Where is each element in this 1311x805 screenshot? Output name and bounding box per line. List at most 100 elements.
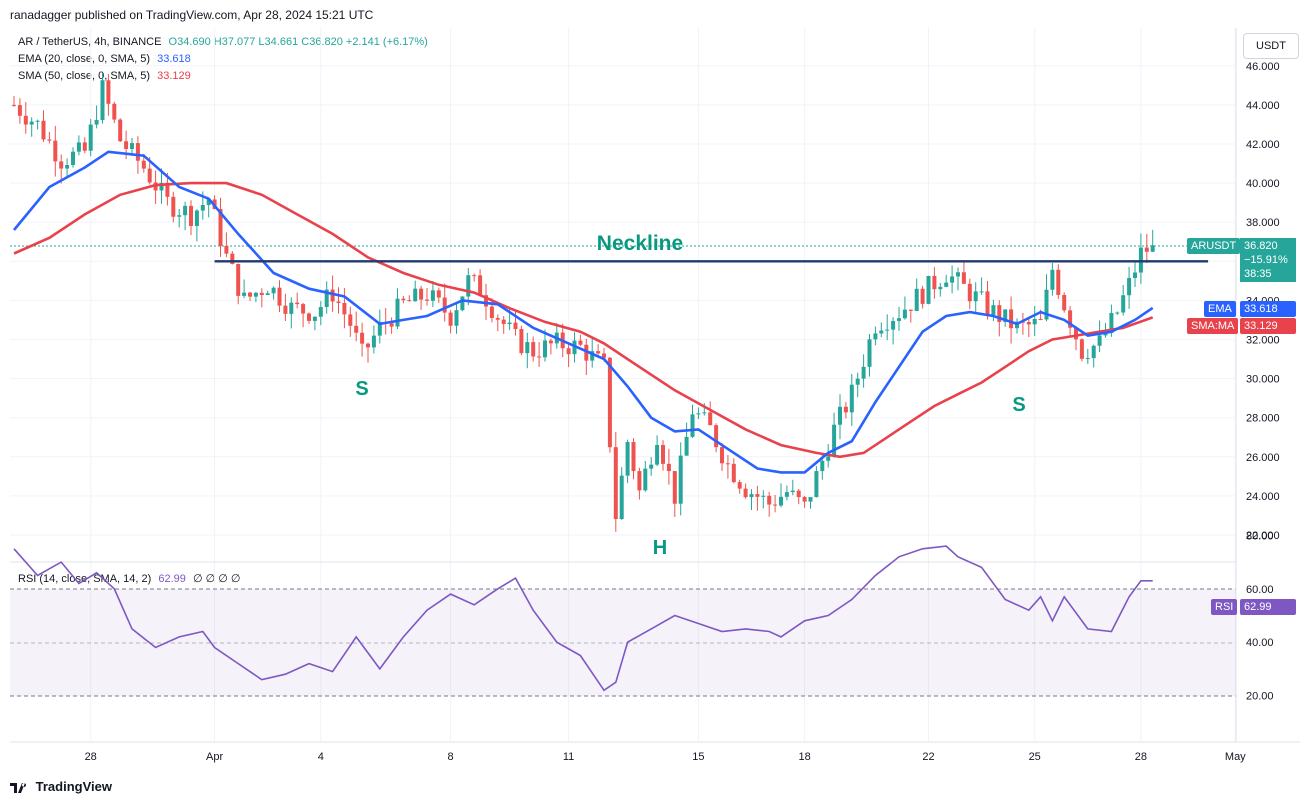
candle-body bbox=[820, 460, 825, 472]
candle-body bbox=[478, 275, 483, 296]
candle-body bbox=[690, 414, 695, 437]
candle-body bbox=[838, 406, 842, 425]
candle-body bbox=[371, 335, 376, 348]
candle-body bbox=[661, 444, 665, 464]
candle-body bbox=[23, 115, 28, 125]
price-tick-label: 26.000 bbox=[1246, 452, 1280, 464]
ema-value-tag: 33.618 bbox=[1240, 301, 1296, 317]
left-shoulder-label: S bbox=[355, 378, 368, 400]
candle-body bbox=[472, 275, 477, 277]
candle-body bbox=[425, 299, 429, 301]
candle-body bbox=[1133, 272, 1137, 278]
candle-body bbox=[484, 295, 488, 307]
ema-legend-label: EMA (20, close, 0, SMA, 5) bbox=[18, 53, 151, 65]
candle-body bbox=[637, 471, 642, 491]
candle-body bbox=[1056, 269, 1061, 295]
candle-body bbox=[767, 495, 772, 505]
rsi-legend[interactable]: RSI (14, close, SMA, 14, 2) 62.99 ∅ ∅ ∅ … bbox=[18, 572, 240, 585]
candle-body bbox=[1044, 289, 1049, 320]
price-tick-label: 42.000 bbox=[1246, 139, 1280, 151]
candle-body bbox=[312, 316, 317, 321]
candle-body bbox=[973, 291, 978, 302]
candle-body bbox=[41, 120, 46, 140]
candle-body bbox=[584, 344, 589, 361]
rsi-line bbox=[13, 545, 1153, 692]
candle-body bbox=[507, 322, 512, 325]
candle-body bbox=[643, 468, 648, 491]
candle-body bbox=[1109, 312, 1114, 333]
candle-body bbox=[348, 314, 353, 326]
candle-body bbox=[342, 303, 347, 315]
candle-body bbox=[1097, 335, 1102, 346]
candle-body bbox=[566, 348, 571, 355]
time-tick-label: 11 bbox=[563, 751, 574, 763]
rsi-value-tag: 62.99 bbox=[1240, 599, 1296, 615]
candle-body bbox=[950, 276, 955, 283]
candle-body bbox=[307, 313, 311, 321]
candle-body bbox=[295, 302, 300, 305]
candle-body bbox=[141, 160, 146, 169]
candle-body bbox=[354, 325, 359, 333]
candle-body bbox=[118, 119, 123, 142]
ema-legend[interactable]: EMA (20, close, 0, SMA, 5) 33.618 bbox=[18, 53, 191, 65]
candle-body bbox=[218, 208, 223, 246]
candle-body bbox=[189, 205, 193, 226]
time-tick-label: 28 bbox=[1135, 751, 1147, 763]
candle-body bbox=[908, 309, 913, 311]
price-tick-label: 44.000 bbox=[1246, 100, 1280, 112]
chart-grid bbox=[10, 28, 1236, 742]
candle-body bbox=[112, 103, 117, 120]
candle-body bbox=[755, 494, 760, 497]
candle-body bbox=[737, 482, 742, 489]
candle-body bbox=[248, 292, 252, 297]
candle-body bbox=[1150, 245, 1155, 252]
candle-body bbox=[861, 366, 866, 379]
tradingview-logo[interactable]: TradingView bbox=[10, 779, 112, 794]
candle-body bbox=[436, 290, 441, 298]
candle-body bbox=[1009, 309, 1014, 329]
candle-body bbox=[631, 442, 636, 472]
last-price-tag: 36.820 −15.91% 38:35 bbox=[1240, 238, 1296, 282]
symbol-name[interactable]: AR / TetherUS, 4h, BINANCE bbox=[18, 36, 162, 48]
candle-body bbox=[124, 141, 129, 149]
candle-body bbox=[82, 142, 87, 151]
candle-body bbox=[808, 497, 813, 502]
sma-legend[interactable]: SMA (50, close, 0, SMA, 5) 33.129 bbox=[18, 70, 191, 82]
candle-body bbox=[796, 490, 801, 498]
time-tick-label: Apr bbox=[206, 751, 223, 763]
rsi-legend-label: RSI (14, close, SMA, 14, 2) bbox=[18, 573, 152, 585]
candle-body bbox=[802, 497, 807, 502]
candle-body bbox=[283, 305, 288, 314]
candle-body bbox=[525, 342, 530, 354]
price-tick-label: 38.000 bbox=[1246, 217, 1280, 229]
currency-unit-button[interactable]: USDT bbox=[1243, 33, 1299, 59]
candle-body bbox=[613, 447, 618, 520]
candle-body bbox=[826, 456, 831, 461]
candle-body bbox=[330, 289, 335, 302]
candle-body bbox=[666, 463, 671, 472]
candle-body bbox=[725, 463, 730, 465]
candle-body bbox=[678, 455, 683, 504]
candle-body bbox=[495, 317, 500, 320]
right-shoulder-label: S bbox=[1012, 394, 1025, 416]
candle-body bbox=[94, 119, 99, 125]
candle-body bbox=[731, 463, 736, 483]
sma-value-tag: 33.129 bbox=[1240, 318, 1296, 334]
candle-body bbox=[720, 447, 724, 464]
candle-body bbox=[867, 339, 872, 367]
candle-body bbox=[743, 488, 748, 498]
candle-body bbox=[1074, 327, 1078, 340]
candle-body bbox=[59, 161, 64, 169]
candle-body bbox=[602, 353, 606, 358]
candle-body bbox=[324, 289, 329, 308]
candle-body bbox=[206, 199, 211, 205]
price-tick-label: 24.000 bbox=[1246, 491, 1280, 503]
candle-body bbox=[289, 302, 294, 314]
candle-body bbox=[590, 351, 595, 361]
candle-body bbox=[513, 322, 518, 330]
ema20-line bbox=[12, 150, 1154, 474]
sma50-line bbox=[13, 181, 1154, 459]
candle-body bbox=[71, 151, 75, 165]
candle-body bbox=[466, 275, 471, 297]
